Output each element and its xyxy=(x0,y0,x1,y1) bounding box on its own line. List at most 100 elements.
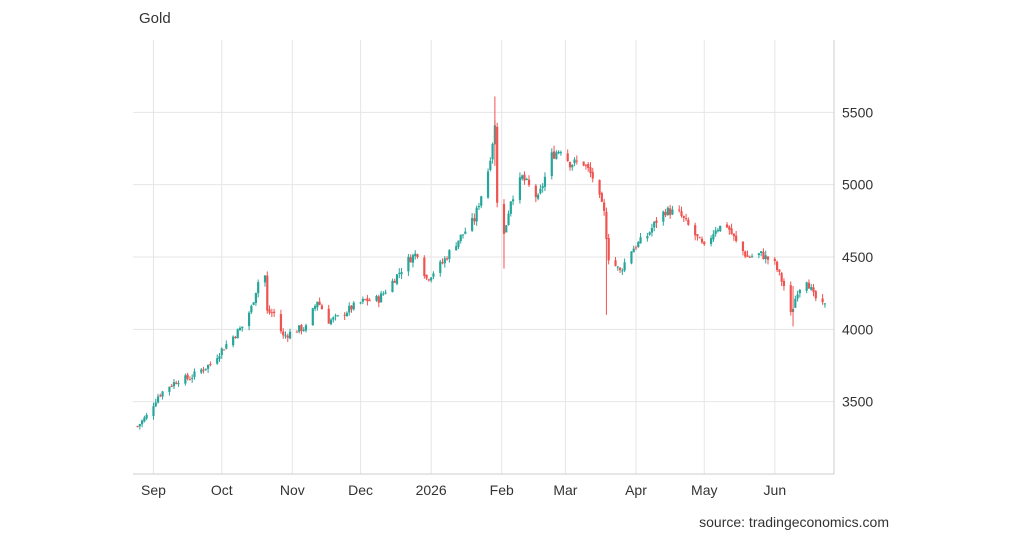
candle-up xyxy=(764,255,767,260)
candle-down xyxy=(222,349,226,351)
candle-up xyxy=(507,213,510,225)
candle-down xyxy=(728,226,731,230)
candle-down xyxy=(762,251,765,260)
candle-up xyxy=(395,274,399,284)
candle-down xyxy=(368,300,371,302)
candle-up xyxy=(489,160,492,170)
candle-down xyxy=(618,267,622,271)
candle-up xyxy=(184,375,187,384)
candle-up xyxy=(653,221,656,228)
y-tick-label: 4500 xyxy=(842,249,873,265)
candle-down xyxy=(425,274,428,279)
candle-up xyxy=(400,272,403,275)
x-tick-label: Sep xyxy=(141,482,166,498)
candle-up xyxy=(430,277,433,281)
candle-up xyxy=(796,294,799,299)
candle-up xyxy=(555,152,558,159)
y-tick-label: 4000 xyxy=(842,321,873,337)
candle-up xyxy=(384,292,387,294)
candle-down xyxy=(202,369,205,371)
candle-up xyxy=(382,293,385,295)
candle-down xyxy=(780,273,783,282)
candle-down xyxy=(591,171,594,179)
candle-down xyxy=(603,202,606,211)
candle-up xyxy=(646,236,649,239)
candle-down xyxy=(300,324,303,332)
candle-up xyxy=(379,293,383,303)
candle-up xyxy=(398,272,401,274)
x-tick-label: Dec xyxy=(348,482,373,498)
candle-down xyxy=(350,305,353,310)
x-tick-label: May xyxy=(691,482,717,498)
candle-up xyxy=(232,336,235,346)
candle-up xyxy=(247,312,251,327)
candle-down xyxy=(725,224,729,228)
candle-down xyxy=(607,238,610,261)
axis-layer: 3500 4000 4500 5000 5500 Sep Oct Nov Dec 2026 Feb M… xyxy=(133,40,873,498)
candle-down xyxy=(614,260,617,266)
candle-down xyxy=(409,257,412,263)
candle-down xyxy=(270,312,273,314)
candle-up xyxy=(559,152,562,154)
candle-down xyxy=(364,299,367,301)
candle-down xyxy=(234,336,237,338)
candle-up xyxy=(448,250,451,259)
candle-up xyxy=(152,406,155,416)
candle-up xyxy=(250,305,253,313)
x-tick-label: Mar xyxy=(553,482,577,498)
candle-down xyxy=(700,238,704,243)
candle-up xyxy=(639,237,642,244)
candle-up xyxy=(257,282,260,294)
x-tick-label: Oct xyxy=(211,482,233,498)
candle-down xyxy=(377,296,380,303)
candle-up xyxy=(263,275,267,283)
candle-up xyxy=(172,382,176,387)
candle-down xyxy=(496,126,499,203)
candle-down xyxy=(552,151,556,159)
candle-down xyxy=(655,220,658,223)
candle-up xyxy=(345,312,349,317)
candle-up xyxy=(311,308,314,326)
candle-up xyxy=(329,319,333,325)
candle-up xyxy=(537,194,540,199)
candle-down xyxy=(814,291,817,299)
candle-up xyxy=(573,159,576,164)
candle-up xyxy=(810,287,813,290)
candle-up xyxy=(805,282,808,291)
candle-down xyxy=(687,219,690,225)
candle-up xyxy=(571,164,574,168)
candle-up xyxy=(304,325,308,331)
candle-down xyxy=(416,254,419,257)
candle-up xyxy=(375,295,378,301)
candle-down xyxy=(698,237,701,239)
candle-up xyxy=(154,402,157,407)
candle-up xyxy=(518,177,522,200)
candle-up xyxy=(632,248,635,253)
candle-down xyxy=(186,374,189,379)
candle-up xyxy=(241,326,244,329)
candle-layer xyxy=(136,96,826,430)
x-tick-label: 2026 xyxy=(416,482,447,498)
candle-down xyxy=(789,285,792,313)
candle-down xyxy=(807,282,811,289)
candle-down xyxy=(523,174,526,181)
candle-up xyxy=(316,301,319,308)
candle-down xyxy=(282,331,285,336)
candle-up xyxy=(168,386,171,392)
candle-up xyxy=(637,242,640,248)
candle-up xyxy=(630,251,633,264)
candle-up xyxy=(648,232,651,235)
candle-up xyxy=(161,391,164,397)
candle-down xyxy=(748,256,751,258)
candle-down xyxy=(821,298,824,303)
candle-up xyxy=(794,298,797,308)
candle-down xyxy=(170,385,173,387)
candle-up xyxy=(352,302,355,310)
candle-down xyxy=(209,364,212,366)
candle-down xyxy=(366,298,369,302)
candle-up xyxy=(557,151,560,154)
candle-up xyxy=(361,298,364,302)
candle-down xyxy=(279,314,283,332)
candle-down xyxy=(598,179,601,195)
